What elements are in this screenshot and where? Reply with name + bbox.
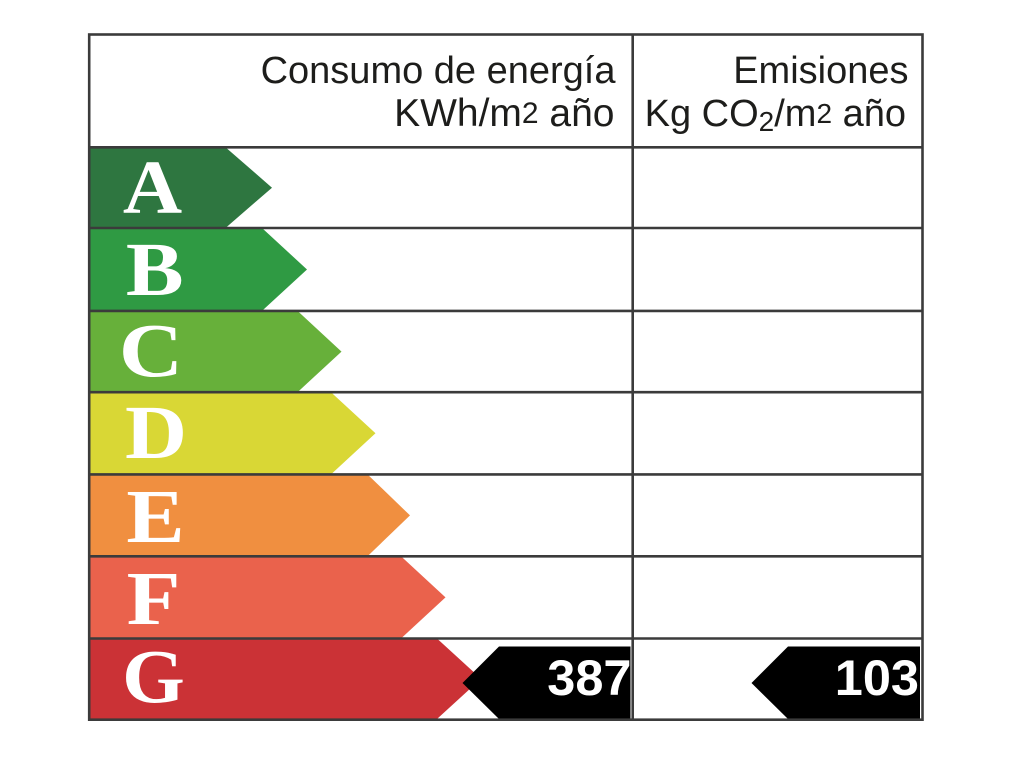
svg-text:387: 387: [547, 649, 631, 706]
svg-text:F: F: [127, 557, 181, 641]
svg-text:B: B: [126, 227, 184, 312]
svg-text:Kg CO2/m2 año: Kg CO2/m2 año: [645, 93, 906, 137]
svg-text:Consumo de energía: Consumo de energía: [261, 50, 617, 92]
svg-text:G: G: [122, 635, 185, 719]
svg-text:KWh/m2 año: KWh/m2 año: [394, 92, 614, 135]
svg-text:A: A: [123, 146, 182, 230]
svg-text:103: 103: [835, 649, 919, 706]
svg-text:D: D: [125, 391, 187, 475]
svg-text:C: C: [119, 308, 183, 393]
svg-text:E: E: [126, 474, 184, 558]
svg-text:Emisiones: Emisiones: [733, 50, 908, 92]
